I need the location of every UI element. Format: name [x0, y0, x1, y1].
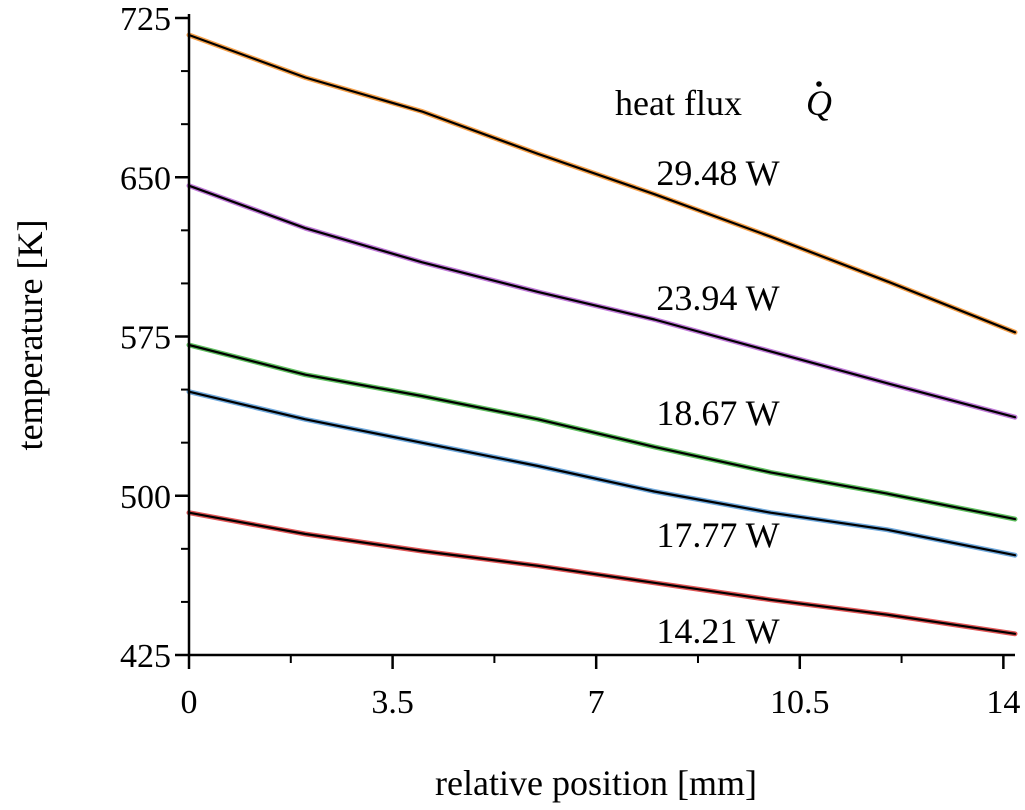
series-line-1 [187, 33, 1017, 334]
series-label-5: 14.21 W [656, 611, 779, 651]
series-line-4 [187, 390, 1017, 557]
x-tick-label: 3.5 [371, 684, 414, 721]
series-label-1: 29.48 W [656, 153, 779, 193]
series-label-3: 18.67 W [656, 393, 779, 433]
series-layer [186, 32, 1018, 637]
legend-title-text: heat flux [615, 83, 742, 123]
labels-layer: 29.48 W 23.94 W 18.67 W 17.77 W 14.21 W [656, 153, 779, 651]
y-tick-label: 725 [120, 1, 171, 38]
series-label-4: 17.77 W [656, 515, 779, 555]
x-tick-label: 0 [181, 684, 198, 721]
x-axis-title: relative position [mm] [435, 763, 757, 803]
y-tick-label: 425 [120, 638, 171, 675]
legend-title-symbol-dot [816, 81, 822, 87]
x-tick-label: 14 [986, 684, 1020, 721]
y-tick-label: 650 [120, 160, 171, 197]
series-line-2 [187, 184, 1017, 419]
axes-layer: 425 500 575 650 725 0 3.5 7 10.5 14 [120, 1, 1020, 721]
y-tick-label: 575 [120, 320, 171, 357]
y-axis-title: temperature [K] [10, 220, 50, 451]
series-line-3-color [186, 342, 1018, 522]
x-tick-label: 10.5 [770, 684, 830, 721]
series-line-3 [187, 343, 1017, 521]
legend-title: heat flux Q [615, 81, 832, 123]
x-tick-label: 7 [588, 684, 605, 721]
legend-title-symbol: Q [806, 83, 832, 123]
series-label-2: 23.94 W [656, 278, 779, 318]
y-tick-label: 500 [120, 479, 171, 516]
series-line-5 [187, 511, 1017, 635]
series-line-2-color [186, 183, 1018, 420]
